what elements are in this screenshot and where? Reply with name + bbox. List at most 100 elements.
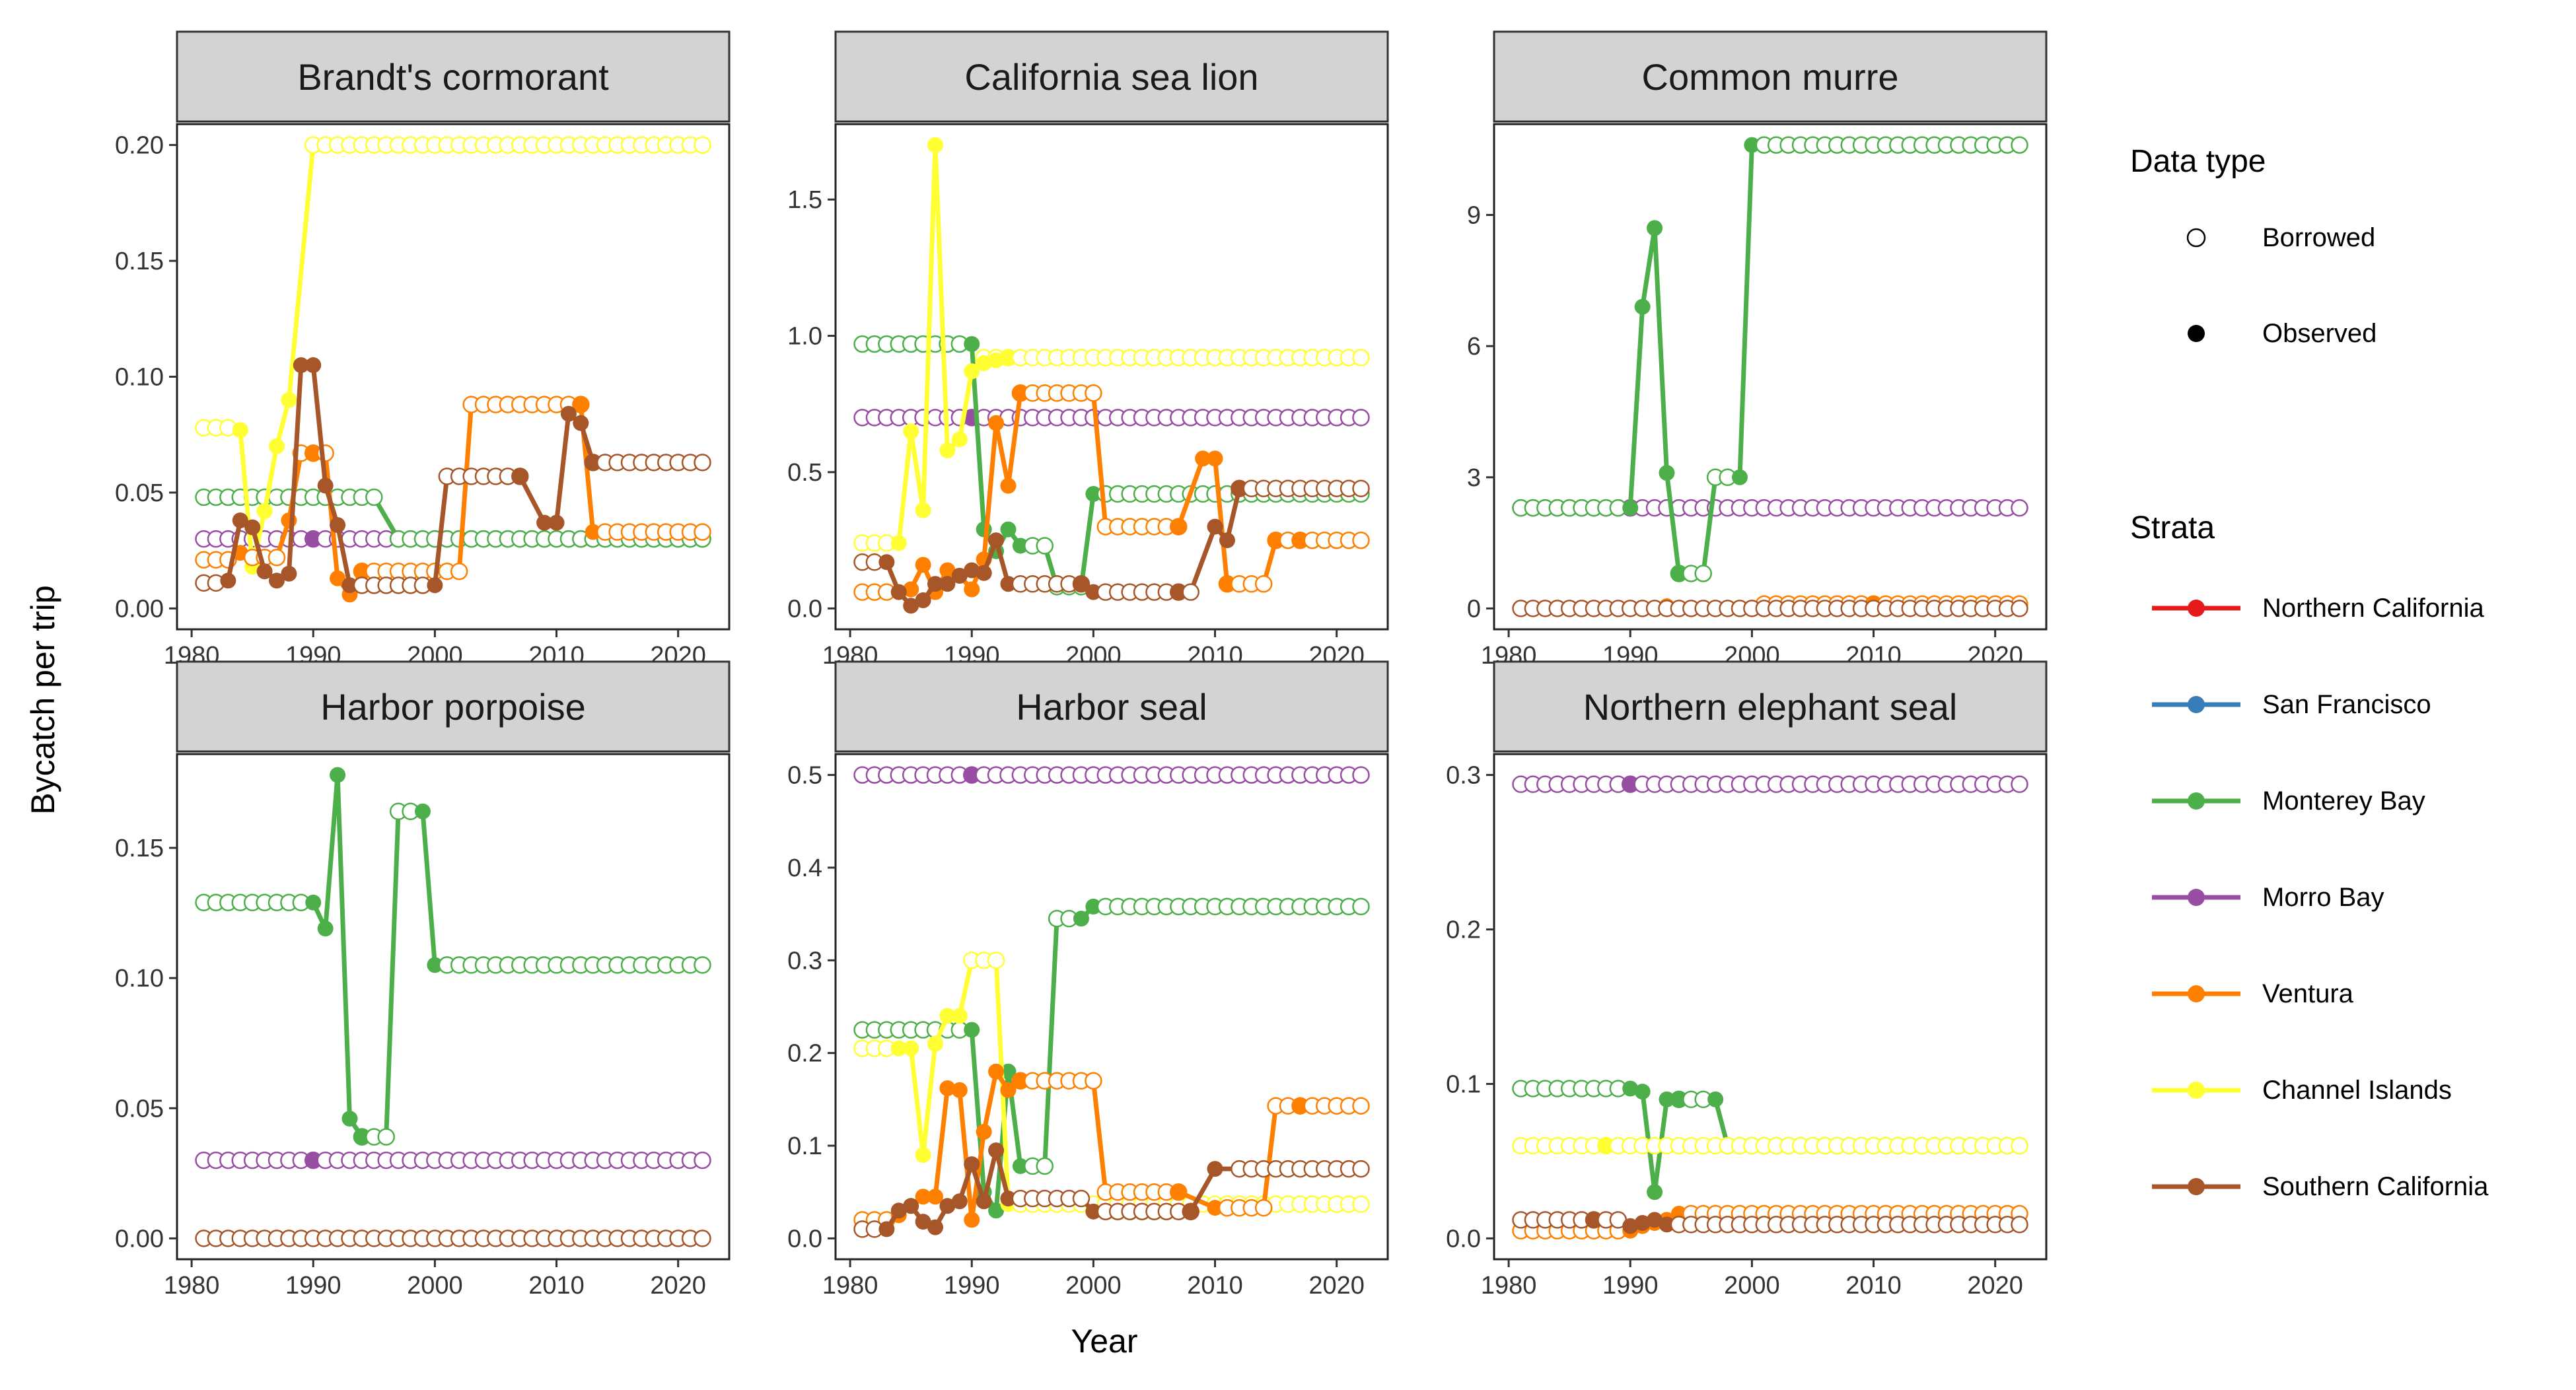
series-ventura (853, 1063, 1370, 1229)
observed-point (915, 1189, 931, 1205)
observed-point (964, 1156, 980, 1173)
observed-point (1731, 469, 1748, 485)
observed-point (353, 563, 370, 580)
observed-point (1622, 500, 1639, 516)
legend-strata-label: Southern California (2262, 1172, 2489, 1201)
series-ventura (853, 384, 1370, 601)
y-tick-label: 0.1 (787, 1132, 822, 1160)
legend-point (2188, 792, 2205, 810)
observed-point (256, 503, 273, 520)
data-layer (853, 137, 1370, 614)
borrowed-point (1352, 766, 1370, 784)
observed-point (1231, 480, 1248, 497)
x-tick-label: 1980 (164, 1272, 220, 1300)
borrowed-point (1072, 1189, 1091, 1208)
legend-point (2188, 1082, 2205, 1099)
borrowed-point (1352, 349, 1370, 366)
y-tick-label: 0.5 (787, 762, 822, 790)
strip-title: Northern elephant seal (1583, 686, 1958, 728)
observed-point (964, 767, 980, 783)
observed-point (951, 1008, 968, 1024)
observed-point (1622, 776, 1639, 792)
strip-title: Harbor porpoise (320, 686, 586, 728)
borrowed-point (450, 563, 468, 580)
observed-point (353, 1129, 370, 1145)
observed-point (964, 1022, 980, 1038)
observed-point (1000, 1191, 1017, 1207)
borrowed-point (2011, 1136, 2028, 1155)
plot-border (834, 753, 1389, 1261)
y-tick-label: 0 (1467, 595, 1481, 623)
y-tick-label: 0.1 (1446, 1070, 1481, 1098)
borrowed-point (2011, 775, 2028, 793)
observed-point (1219, 576, 1235, 592)
y-axis-title: Bycatch per trip (24, 585, 61, 814)
x-tick-label: 2000 (1065, 1272, 1122, 1300)
series-monterey-bay (1512, 136, 2028, 582)
y-tick-label: 0.05 (115, 1095, 164, 1123)
observed-point (951, 1082, 968, 1098)
x-tick-label: 2010 (528, 1272, 585, 1300)
observed-point (927, 1035, 943, 1052)
observed-point (988, 1142, 1005, 1159)
series-morro-bay (853, 766, 1370, 784)
x-tick-label: 1990 (1602, 1272, 1659, 1300)
observed-point (1744, 137, 1760, 153)
observed-point (964, 1212, 980, 1228)
y-tick-label: 0.05 (115, 479, 164, 507)
y-tick-label: 3 (1467, 464, 1481, 492)
borrowed-point (365, 488, 383, 506)
observed-point (536, 514, 553, 531)
panel-northern-elephant-seal: Northern elephant seal 0.0 0.1 0.2 0.3 1980 19… (1446, 660, 2048, 1300)
strip-title: Harbor seal (1016, 686, 1207, 728)
observed-point (220, 573, 236, 589)
y-tick-label: 0.2 (1446, 917, 1481, 944)
borrowed-point (1352, 409, 1370, 427)
legend-data-type-borrowed: Borrowed (2186, 223, 2375, 252)
data-layer (1512, 136, 2028, 617)
borrowed-point (1254, 1199, 1273, 1217)
observed-point (890, 1202, 907, 1219)
y-tick-label: 0.15 (115, 248, 164, 275)
observed-point (927, 1219, 943, 1235)
x-tick-label: 2020 (1308, 1272, 1365, 1300)
legend-data-type-observed: Observed (2188, 319, 2377, 348)
observed-point (330, 767, 346, 783)
observed-point (903, 581, 919, 598)
observed-point (1670, 565, 1687, 582)
observed-point (939, 1008, 956, 1024)
legend: Data type Strata Borrowed Observed Norther… (2130, 144, 2489, 1201)
observed-point (560, 405, 577, 422)
series-morro-bay (1512, 775, 2028, 793)
observed-point (988, 1063, 1005, 1080)
observed-point (341, 1111, 358, 1127)
observed-point (1073, 576, 1089, 592)
observed-point (1622, 1080, 1639, 1097)
y-tick-label: 0.20 (115, 132, 164, 160)
y-tick-label: 1.5 (787, 186, 822, 214)
legend-strata-label: San Francisco (2262, 690, 2431, 719)
observed-point (915, 1214, 931, 1230)
observed-point (939, 1198, 956, 1214)
observed-point (1585, 1212, 1602, 1228)
x-tick-label: 1990 (285, 1272, 341, 1300)
observed-point (1634, 1215, 1651, 1232)
borrowed-point (1036, 1157, 1054, 1175)
borrowed-point (1254, 575, 1273, 593)
x-tick-label: 2020 (1967, 1272, 2023, 1300)
observed-point (903, 598, 919, 614)
observed-point (890, 584, 907, 600)
legend-point (2188, 1178, 2205, 1195)
observed-point (293, 357, 309, 373)
observed-point (281, 392, 297, 408)
observed-point (951, 1193, 968, 1210)
borrowed-point (694, 1151, 711, 1169)
x-tick-label: 2000 (407, 1272, 463, 1300)
observed-point (903, 1040, 919, 1057)
series-southern-california (195, 357, 711, 594)
y-tick-label: 0.3 (1446, 762, 1481, 790)
x-tick-label: 2020 (650, 1272, 706, 1300)
observed-point (1659, 465, 1675, 481)
plot-background (1494, 124, 2046, 629)
observed-point (988, 532, 1005, 549)
